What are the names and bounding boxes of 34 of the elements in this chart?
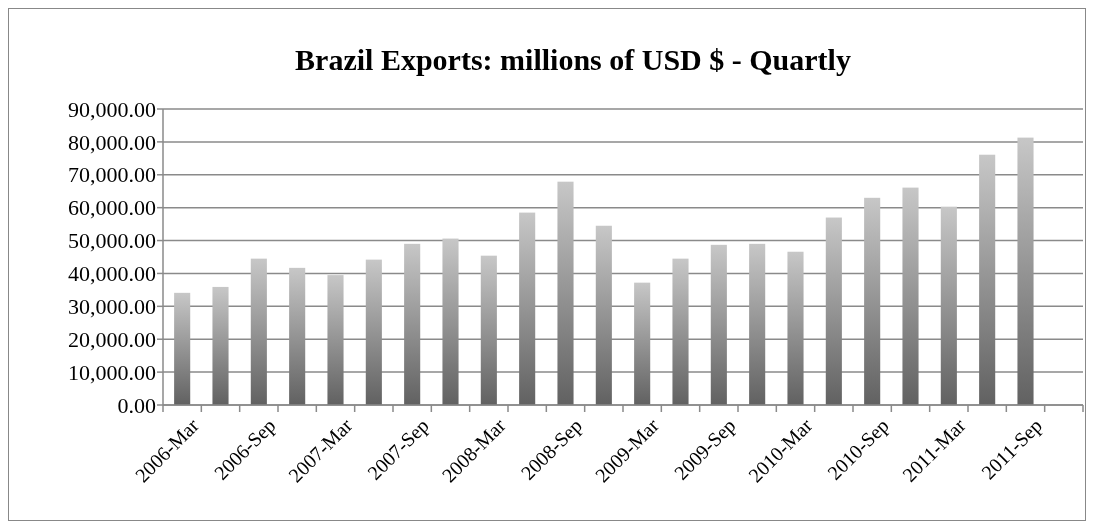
bar	[710, 244, 727, 405]
bar	[480, 255, 497, 405]
bar	[442, 238, 459, 405]
bar	[519, 212, 536, 405]
bar	[634, 282, 651, 405]
y-tick-label: 30,000.00	[68, 294, 156, 320]
bar	[672, 258, 689, 405]
bar	[864, 197, 881, 405]
chart-title: Brazil Exports: millions of USD $ - Quartly	[295, 43, 851, 76]
bar	[787, 251, 804, 405]
y-tick-label: 0.00	[117, 392, 156, 418]
bar	[327, 275, 344, 405]
bar	[940, 206, 957, 405]
y-tick-label: 10,000.00	[68, 359, 156, 385]
y-tick-label: 80,000.00	[68, 129, 156, 155]
bar	[557, 181, 574, 405]
y-tick-label: 70,000.00	[68, 162, 156, 188]
y-tick-label: 50,000.00	[68, 228, 156, 254]
bar	[595, 225, 612, 405]
bar	[1017, 137, 1034, 405]
bar	[289, 267, 306, 405]
y-tick-label: 40,000.00	[68, 261, 156, 287]
bar	[749, 243, 766, 405]
bar	[825, 217, 842, 405]
y-tick-label: 60,000.00	[68, 195, 156, 221]
y-tick-label: 20,000.00	[68, 326, 156, 352]
bar	[212, 286, 229, 405]
bar	[365, 259, 382, 405]
bar	[250, 258, 267, 405]
y-tick-label: 90,000.00	[68, 96, 156, 122]
bar	[174, 292, 191, 405]
bar	[979, 154, 996, 405]
bar	[404, 243, 421, 405]
bar	[902, 187, 919, 405]
